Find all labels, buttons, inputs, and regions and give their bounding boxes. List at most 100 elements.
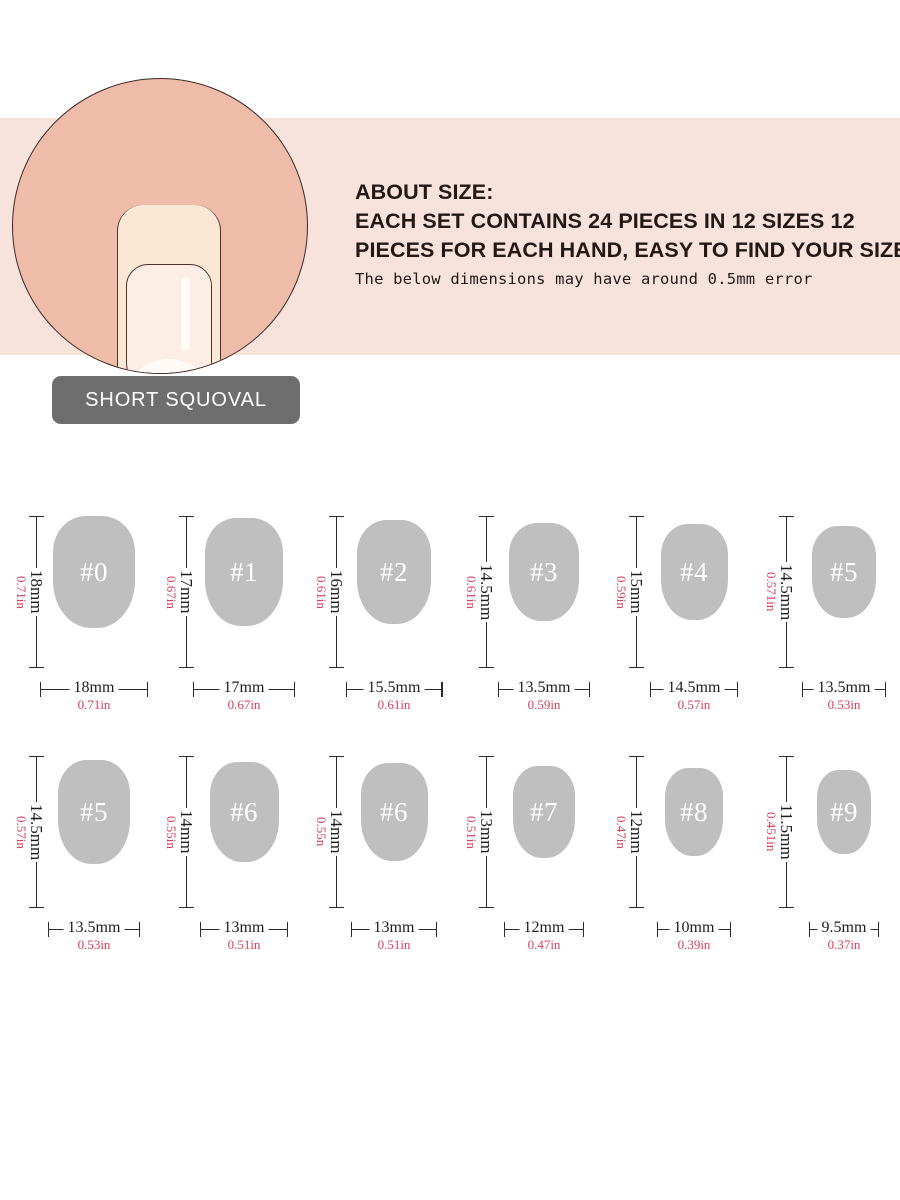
height-cap-bottom — [179, 666, 194, 668]
width-inch-label: 0.39in — [674, 937, 714, 953]
height-cap-top — [29, 756, 44, 758]
width-cap-left — [802, 682, 804, 697]
height-cap-bottom — [329, 906, 344, 908]
size-chart-grid: 0.71in 18mm #0 18mm 0.71in 0.67in 17mm #1 17mm 0.… — [0, 498, 900, 978]
about-title: ABOUT SIZE: — [355, 180, 494, 204]
nail-size-cell: 0.67in 17mm #1 17mm 0.67in — [150, 498, 300, 738]
height-labels: 0.451in 11.5mm — [758, 756, 802, 908]
height-mm-label: 11.5mm — [777, 802, 796, 862]
shape-name-label: SHORT SQUOVAL — [85, 388, 267, 411]
width-mm-label: 13.5mm — [63, 918, 125, 937]
width-cap-right — [582, 922, 584, 937]
nail-swatch: #3 — [509, 523, 579, 621]
nail-swatch: #6 — [360, 763, 428, 861]
width-cap-right — [441, 682, 443, 697]
height-cap-top — [479, 516, 494, 518]
height-inch-label: 0.61in — [464, 573, 479, 611]
width-dimension: 10mm 0.39in — [657, 918, 731, 964]
height-dimension: 0.71in 18mm — [8, 516, 52, 668]
width-inch-label: 0.53in — [74, 937, 114, 953]
width-dimension: 9.5mm 0.37in — [809, 918, 879, 964]
width-mm-label: 12mm — [519, 918, 569, 937]
width-inch-label: 0.37in — [824, 937, 864, 953]
height-mm-label: 17mm — [177, 568, 196, 616]
height-inch-label: 0.57in — [14, 813, 29, 851]
height-mm-label: 15mm — [627, 568, 646, 616]
width-dimension: 14.5mm 0.57in — [650, 678, 738, 724]
nail-size-cell: 0.61in 16mm #2 15.5mm 0.61in — [300, 498, 450, 738]
width-inch-label: 0.61in — [374, 697, 414, 713]
height-labels: 0.55n 14mm — [308, 756, 352, 908]
width-cap-left — [650, 682, 652, 697]
width-dimension: 13.5mm 0.53in — [48, 918, 140, 964]
width-inch-label: 0.59in — [524, 697, 564, 713]
width-inch-label: 0.53in — [824, 697, 864, 713]
nail-size-cell: 0.451in 11.5mm #9 9.5mm 0.37in — [750, 738, 900, 978]
height-dimension: 0.61in 14.5mm — [458, 516, 502, 668]
width-dimension: 13mm 0.51in — [351, 918, 437, 964]
nail-size-label: #9 — [830, 796, 858, 827]
width-mm-label: 10mm — [669, 918, 719, 937]
width-cap-left — [193, 682, 195, 697]
width-mm-label: 9.5mm — [817, 918, 871, 937]
nail-size-label: #0 — [80, 556, 108, 587]
nail-size-label: #7 — [530, 796, 558, 827]
height-cap-top — [29, 516, 44, 518]
nail-size-cell: 0.55in 14mm #6 13mm 0.51in — [150, 738, 300, 978]
width-cap-right — [435, 922, 437, 937]
height-inch-label: 0.67in — [164, 573, 179, 611]
nail-free-edge — [130, 359, 208, 373]
height-inch-label: 0.51in — [464, 813, 479, 851]
height-labels: 0.61in 14.5mm — [458, 516, 502, 668]
height-mm-label: 14.5mm — [27, 801, 46, 863]
nail-size-cell: 0.57in 14.5mm #5 13.5mm 0.53in — [0, 738, 150, 978]
height-mm-label: 14mm — [327, 808, 346, 856]
height-inch-label: 0.61in — [314, 573, 329, 611]
width-dimension: 13mm 0.51in — [200, 918, 288, 964]
height-mm-label: 13mm — [477, 808, 496, 856]
finger-illustration-circle — [12, 78, 308, 374]
nail-swatch: #7 — [513, 766, 575, 858]
height-inch-label: 0.71in — [14, 573, 29, 611]
width-mm-label: 18mm — [69, 678, 119, 697]
height-cap-top — [179, 756, 194, 758]
nail-size-cell: 0.47in 12mm #8 10mm 0.39in — [600, 738, 750, 978]
height-cap-top — [329, 516, 344, 518]
nail-size-cell: 0.71in 18mm #0 18mm 0.71in — [0, 498, 150, 738]
height-cap-bottom — [629, 666, 644, 668]
nail-size-label: #6 — [380, 796, 408, 827]
nail-size-label: #2 — [380, 556, 408, 587]
height-inch-label: 0.571in — [764, 570, 779, 614]
size-row-2: 0.57in 14.5mm #5 13.5mm 0.53in 0.55in 14mm #6 13… — [0, 738, 900, 978]
height-cap-bottom — [179, 906, 194, 908]
height-cap-bottom — [479, 666, 494, 668]
height-dimension: 0.47in 12mm — [608, 756, 652, 908]
about-line-3: PIECES FOR EACH HAND, EASY TO FIND YOUR … — [355, 238, 900, 262]
nail-swatch: #1 — [205, 518, 283, 626]
height-inch-label: 0.59in — [614, 573, 629, 611]
width-cap-left — [40, 682, 42, 697]
about-error-note: The below dimensions may have around 0.5… — [355, 270, 813, 288]
height-labels: 0.59in 15mm — [608, 516, 652, 668]
height-cap-top — [779, 756, 794, 758]
height-labels: 0.51in 13mm — [458, 756, 502, 908]
nail-size-label: #5 — [830, 556, 858, 587]
nail-size-cell: 0.55n 14mm #6 13mm 0.51in — [300, 738, 450, 978]
height-cap-bottom — [29, 906, 44, 908]
height-dimension: 0.67in 17mm — [158, 516, 202, 668]
width-cap-left — [657, 922, 659, 937]
height-dimension: 0.51in 13mm — [458, 756, 502, 908]
height-dimension: 0.451in 11.5mm — [758, 756, 802, 908]
width-dimension: 13.5mm 0.53in — [802, 678, 886, 724]
width-cap-left — [809, 922, 811, 937]
width-dimension: 18mm 0.71in — [40, 678, 148, 724]
width-cap-right — [286, 922, 288, 937]
width-cap-left — [351, 922, 353, 937]
height-cap-bottom — [779, 906, 794, 908]
width-cap-right — [877, 922, 879, 937]
width-cap-right — [293, 682, 295, 697]
height-cap-top — [629, 756, 644, 758]
nail-swatch: #8 — [665, 768, 723, 856]
width-dimension: 15.5mm 0.61in — [345, 678, 443, 724]
width-cap-right — [138, 922, 140, 937]
